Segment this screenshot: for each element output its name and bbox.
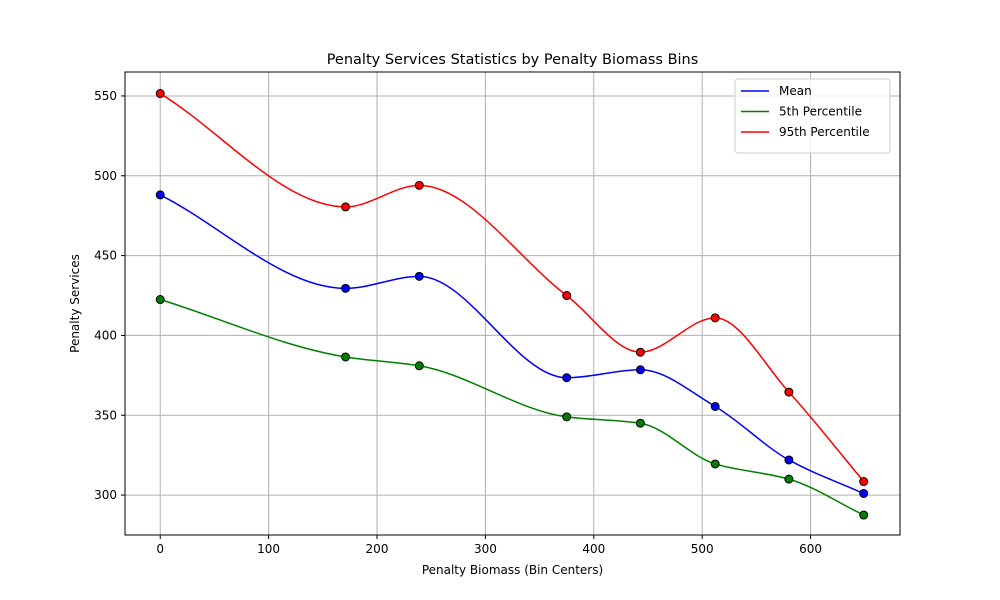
x-tick-label: 500 bbox=[691, 542, 714, 556]
data-point-95th-percentile bbox=[562, 291, 572, 301]
series-mean bbox=[155, 190, 869, 498]
series-line-mean bbox=[159, 194, 864, 495]
data-point-5th-percentile bbox=[635, 418, 645, 428]
legend-label-95th-percentile: 95th Percentile bbox=[779, 125, 870, 139]
legend-label-mean: Mean bbox=[779, 84, 812, 98]
data-point-95th-percentile bbox=[635, 347, 645, 357]
x-tick-label: 300 bbox=[474, 542, 497, 556]
plot-frame bbox=[124, 71, 901, 536]
data-point-95th-percentile bbox=[859, 477, 869, 487]
x-axis: 0 100 200 300 400 500 600 bbox=[156, 535, 822, 556]
data-point-mean bbox=[859, 488, 869, 498]
series-95th-percentile bbox=[155, 89, 869, 487]
data-point-95th-percentile bbox=[784, 387, 794, 397]
y-tick-label: 350 bbox=[94, 408, 117, 422]
data-point-5th-percentile bbox=[562, 412, 572, 422]
y-tick-label: 450 bbox=[94, 249, 117, 263]
chart-title: Penalty Services Statistics by Penalty B… bbox=[327, 52, 699, 68]
x-axis-label: Penalty Biomass (Bin Centers) bbox=[422, 563, 603, 577]
data-point-5th-percentile bbox=[710, 459, 720, 469]
legend-label-5th-percentile: 5th Percentile bbox=[779, 105, 862, 119]
data-point-mean bbox=[635, 365, 645, 375]
data-point-5th-percentile bbox=[155, 295, 165, 305]
data-point-5th-percentile bbox=[859, 510, 869, 520]
y-tick-label: 400 bbox=[94, 328, 117, 342]
series-layer bbox=[155, 89, 869, 520]
data-point-mean bbox=[562, 373, 572, 383]
data-point-95th-percentile bbox=[341, 202, 351, 212]
x-tick-label: 0 bbox=[156, 542, 164, 556]
data-point-5th-percentile bbox=[784, 474, 794, 484]
data-point-mean bbox=[341, 283, 351, 293]
y-axis: 300 350 400 450 500 550 bbox=[94, 89, 125, 502]
y-tick-label: 500 bbox=[94, 169, 117, 183]
data-point-mean bbox=[710, 401, 720, 411]
series-line-5th-percentile bbox=[160, 298, 865, 516]
y-tick-label: 550 bbox=[94, 89, 117, 103]
data-point-mean bbox=[414, 271, 424, 281]
data-point-95th-percentile bbox=[710, 313, 720, 323]
x-tick-label: 100 bbox=[257, 542, 280, 556]
legend: Mean 5th Percentile 95th Percentile bbox=[734, 78, 891, 154]
data-point-95th-percentile bbox=[414, 180, 424, 190]
legend-box bbox=[734, 78, 891, 154]
y-tick-label: 300 bbox=[94, 488, 117, 502]
series-line-95th-percentile bbox=[159, 92, 865, 482]
data-point-5th-percentile bbox=[414, 361, 424, 371]
y-axis-label: Penalty Services bbox=[68, 254, 82, 353]
x-tick-label: 200 bbox=[366, 542, 389, 556]
data-point-5th-percentile bbox=[341, 352, 351, 362]
series-5th-percentile bbox=[155, 295, 869, 520]
data-point-95th-percentile bbox=[155, 89, 165, 99]
data-point-mean bbox=[784, 455, 794, 465]
x-tick-label: 600 bbox=[799, 542, 822, 556]
x-tick-label: 400 bbox=[582, 542, 605, 556]
data-point-mean bbox=[155, 190, 165, 200]
